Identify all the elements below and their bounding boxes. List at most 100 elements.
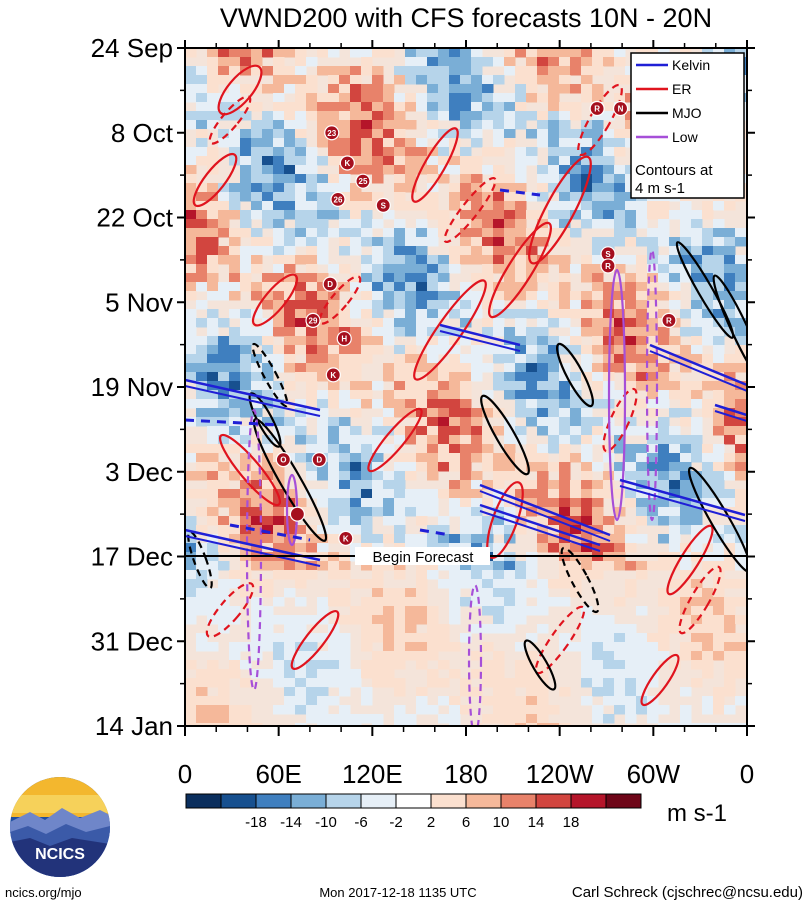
heatmap-cell: [658, 444, 670, 454]
heatmap-cell: [383, 615, 395, 625]
heatmap-cell: [284, 426, 296, 436]
heatmap-cell: [526, 588, 538, 598]
heatmap-cell: [339, 480, 351, 490]
heatmap-cell: [350, 435, 362, 445]
heatmap-cell: [548, 345, 560, 355]
heatmap-cell: [735, 453, 747, 463]
heatmap-cell: [251, 525, 263, 535]
heatmap-cell: [581, 309, 593, 319]
heatmap-cell: [614, 390, 626, 400]
heatmap-cell: [471, 507, 483, 517]
heatmap-cell: [713, 228, 725, 238]
heatmap-cell: [427, 498, 439, 508]
heatmap-cell: [471, 534, 483, 544]
heatmap-cell: [317, 300, 329, 310]
heatmap-cell: [218, 624, 230, 634]
heatmap-cell: [416, 300, 428, 310]
heatmap-cell: [581, 525, 593, 535]
heatmap-cell: [405, 138, 417, 148]
heatmap-cell: [680, 237, 692, 247]
heatmap-cell: [229, 93, 241, 103]
heatmap-cell: [229, 399, 241, 409]
heatmap-cell: [515, 147, 527, 157]
heatmap-cell: [262, 363, 274, 373]
heatmap-cell: [570, 426, 582, 436]
heatmap-cell: [702, 696, 714, 706]
y-tick-label: 14 Jan: [95, 711, 173, 741]
heatmap-cell: [196, 219, 208, 229]
heatmap-cell: [328, 75, 340, 85]
heatmap-cell: [559, 255, 571, 265]
heatmap-cell: [284, 525, 296, 535]
heatmap-cell: [680, 525, 692, 535]
heatmap-cell: [284, 48, 296, 58]
heatmap-cell: [350, 237, 362, 247]
heatmap-cell: [218, 579, 230, 589]
heatmap-cell: [350, 156, 362, 166]
heatmap-cell: [658, 417, 670, 427]
heatmap-cell: [713, 696, 725, 706]
heatmap-cell: [394, 282, 406, 292]
heatmap-cell: [328, 435, 340, 445]
heatmap-cell: [449, 264, 461, 274]
heatmap-cell: [416, 381, 428, 391]
heatmap-cell: [207, 570, 219, 580]
heatmap-cell: [229, 534, 241, 544]
heatmap-cell: [229, 489, 241, 499]
heatmap-cell: [537, 345, 549, 355]
heatmap-cell: [515, 426, 527, 436]
heatmap-cell: [350, 363, 362, 373]
heatmap-cell: [471, 354, 483, 364]
heatmap-cell: [735, 462, 747, 472]
heatmap-cell: [537, 624, 549, 634]
contour: [678, 565, 722, 635]
heatmap-cell: [350, 399, 362, 409]
heatmap-cell: [251, 183, 263, 193]
heatmap-cell: [460, 201, 472, 211]
heatmap-cell: [207, 480, 219, 490]
heatmap-cell: [515, 48, 527, 58]
colorbar-tick-label: -18: [245, 814, 267, 831]
heatmap-cell: [559, 273, 571, 283]
heatmap-cell: [196, 381, 208, 391]
heatmap-cell: [240, 561, 252, 571]
heatmap-cell: [449, 453, 461, 463]
heatmap-cell: [372, 75, 384, 85]
heatmap-cell: [350, 336, 362, 346]
heatmap-cell: [438, 525, 450, 535]
heatmap-cell: [680, 381, 692, 391]
heatmap-cell: [471, 273, 483, 283]
heatmap-cell: [339, 246, 351, 256]
heatmap-cell: [493, 381, 505, 391]
heatmap-cell: [724, 426, 736, 436]
heatmap-cell: [328, 498, 340, 508]
heatmap-cell: [295, 291, 307, 301]
heatmap-cell: [636, 291, 648, 301]
heatmap-cell: [592, 345, 604, 355]
heatmap-cell: [207, 165, 219, 175]
heatmap-cell: [207, 489, 219, 499]
heatmap-cell: [603, 480, 615, 490]
heatmap-cell: [328, 228, 340, 238]
heatmap-cell: [713, 453, 725, 463]
heatmap-cell: [537, 669, 549, 679]
heatmap-cell: [614, 687, 626, 697]
heatmap-cell: [658, 390, 670, 400]
heatmap-cell: [196, 489, 208, 499]
heatmap-cell: [185, 264, 197, 274]
heatmap-cell: [724, 381, 736, 391]
heatmap-cell: [328, 399, 340, 409]
heatmap-cell: [504, 471, 516, 481]
heatmap-cell: [339, 426, 351, 436]
heatmap-cell: [559, 426, 571, 436]
heatmap-cell: [229, 138, 241, 148]
heatmap-cell: [537, 516, 549, 526]
heatmap-cell: [680, 246, 692, 256]
heatmap-cell: [416, 498, 428, 508]
heatmap-cell: [405, 102, 417, 112]
heatmap-cell: [207, 723, 219, 726]
heatmap-cell: [207, 327, 219, 337]
heatmap-cell: [229, 291, 241, 301]
heatmap-cell: [515, 363, 527, 373]
heatmap-cell: [647, 228, 659, 238]
